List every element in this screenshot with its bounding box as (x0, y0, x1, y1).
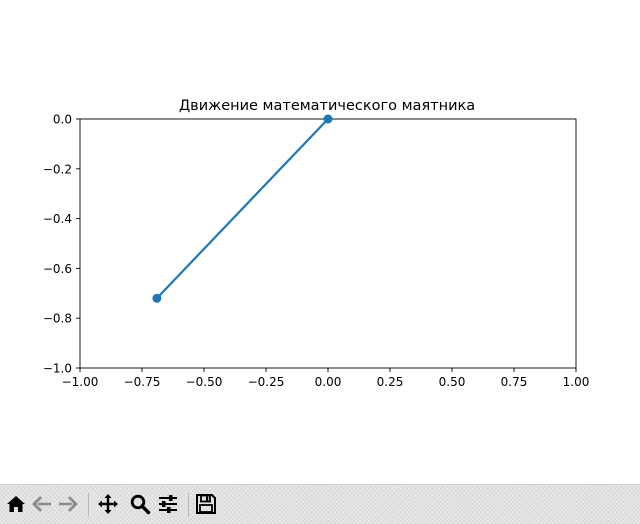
pendulum-rod-line (156, 118, 329, 300)
x-tick-label: −0.75 (124, 375, 161, 389)
y-tick-label: −0.4 (43, 212, 72, 226)
chart-title: Движение математического маятника (179, 98, 475, 114)
chart-marks (152, 114, 333, 303)
y-tick-label: −1.0 (43, 362, 72, 376)
pendulum-point-marker (152, 293, 162, 303)
figure-canvas: Движение математического маятника −1.00−… (42, 98, 590, 390)
toolbar-separator (188, 493, 189, 517)
pan-button[interactable] (96, 491, 120, 517)
x-tick-label: −0.25 (248, 375, 285, 389)
y-tick-label: −0.8 (43, 312, 72, 326)
magnifier-icon (130, 494, 151, 515)
x-tick-label: 0.25 (377, 375, 404, 389)
floppy-disk-icon (196, 494, 216, 514)
zoom-button[interactable] (128, 491, 152, 517)
back-button[interactable] (30, 491, 54, 517)
x-tick-label: 0.00 (315, 375, 342, 389)
axes: −1.00 −0.75 −0.50 −0.25 0.00 0.25 0.50 0.75 1.00… (43, 113, 590, 390)
arrow-left-icon (32, 496, 51, 512)
toolbar-separator (88, 493, 89, 517)
home-icon (7, 496, 25, 512)
arrow-right-icon (59, 496, 78, 512)
x-tick-label: −1.00 (62, 375, 99, 389)
y-tick-label: −0.6 (43, 262, 72, 276)
navigation-toolbar (0, 484, 640, 524)
x-tick-label: −0.50 (186, 375, 223, 389)
pendulum-plot: Движение математического маятника −1.00−… (43, 98, 590, 390)
move-icon (98, 494, 118, 514)
pendulum-point-marker (323, 114, 333, 124)
x-tick-label: 0.75 (501, 375, 528, 389)
axes-frame (79, 118, 577, 369)
x-tick-label: 0.50 (439, 375, 466, 389)
forward-button[interactable] (56, 491, 80, 517)
y-tick-label: 0.0 (53, 113, 72, 127)
save-button[interactable] (194, 491, 218, 517)
x-tick-label: 1.00 (563, 375, 590, 389)
y-tick-label: −0.2 (43, 162, 72, 176)
home-button[interactable] (4, 491, 28, 517)
configure-subplots-button[interactable] (156, 491, 180, 517)
sliders-icon (159, 495, 177, 513)
